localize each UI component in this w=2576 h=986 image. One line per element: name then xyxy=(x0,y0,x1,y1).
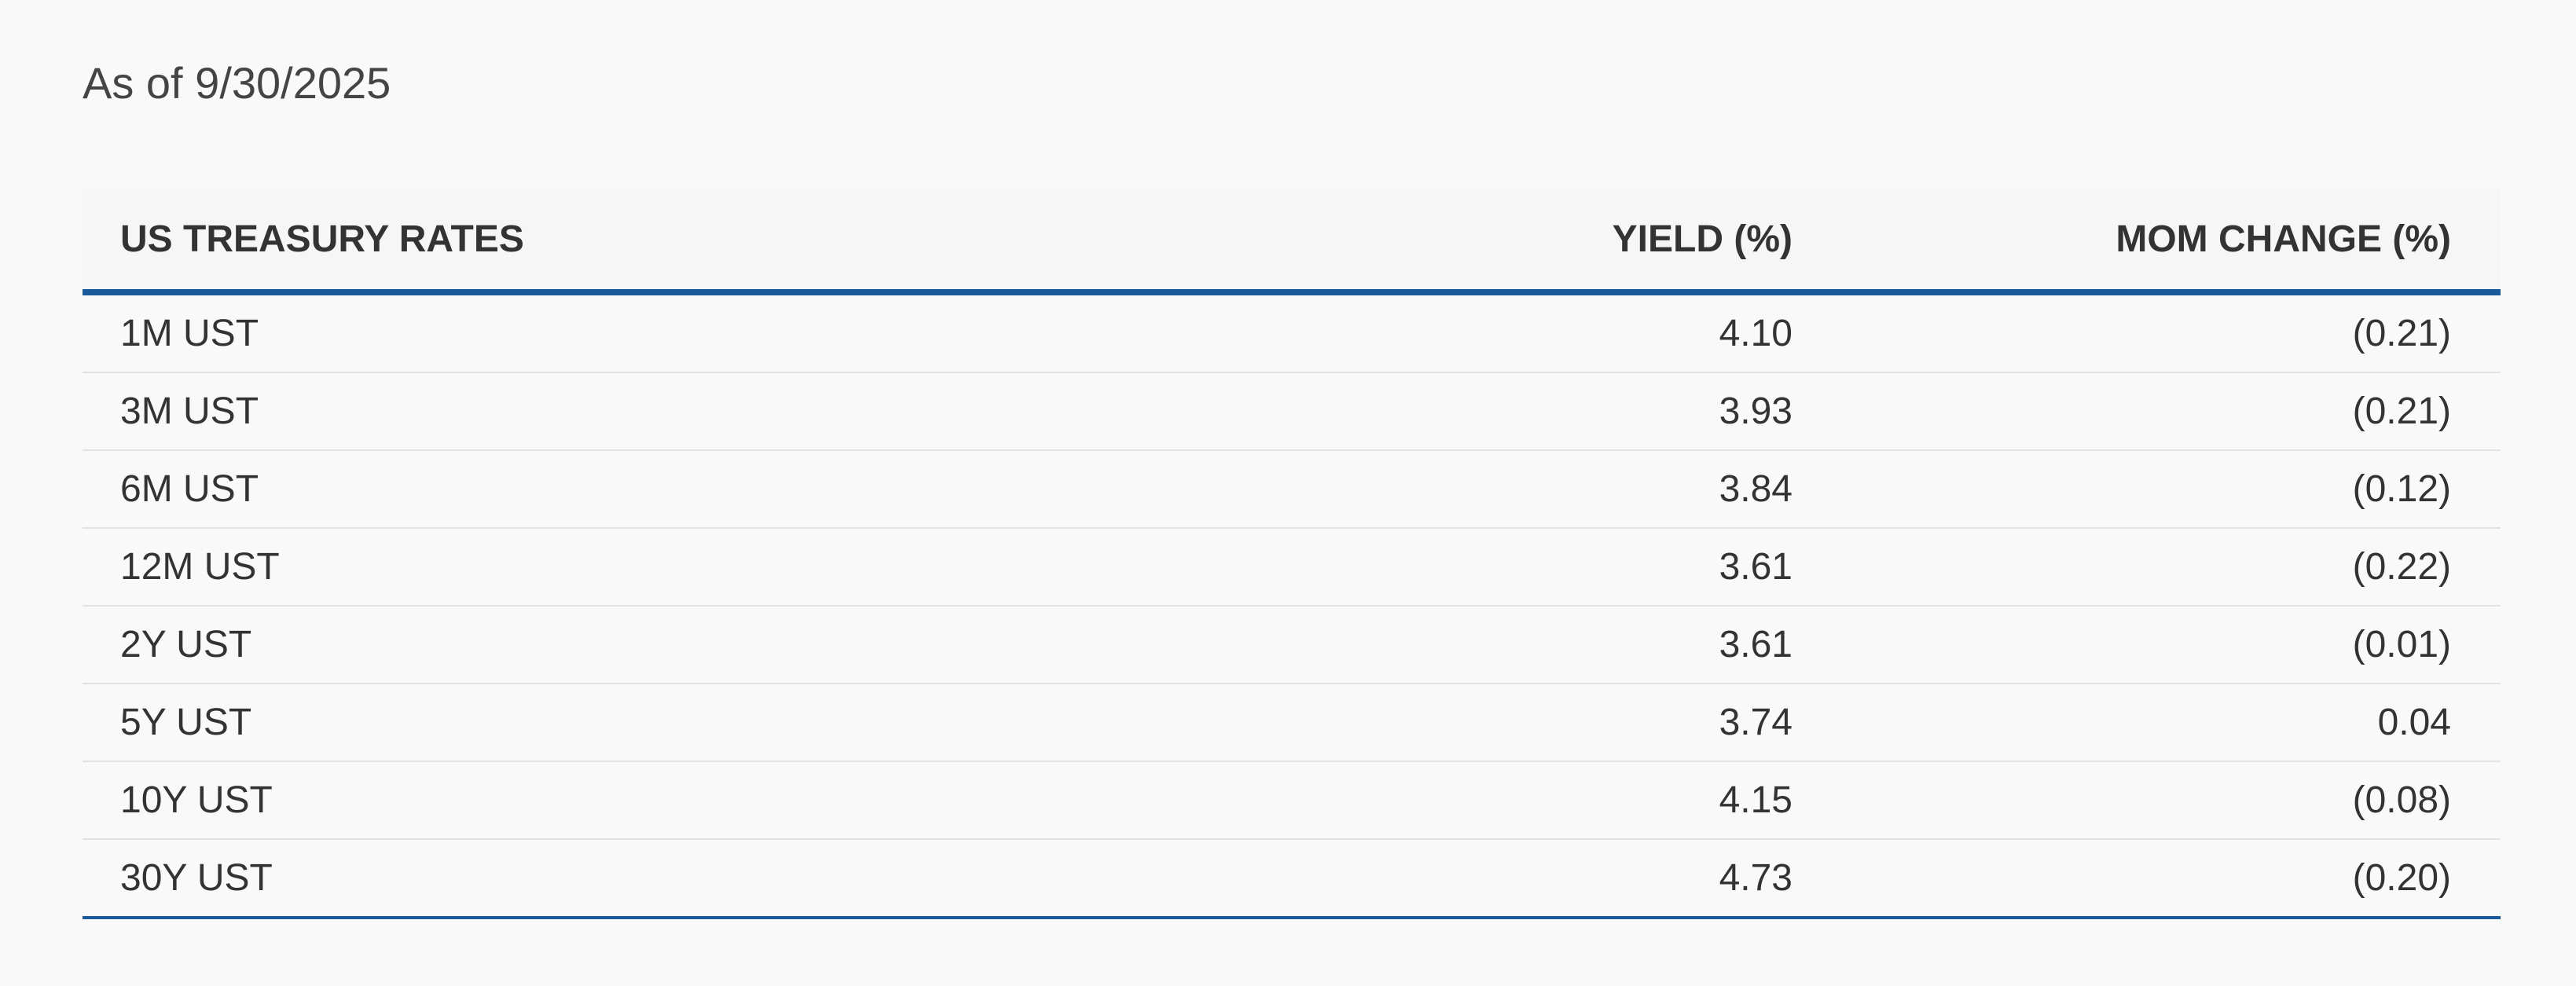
table-row: 6M UST 3.84 (0.12) xyxy=(83,451,2501,529)
column-header: YIELD (%) xyxy=(1612,218,1793,260)
rate-name: 12M UST xyxy=(120,546,280,588)
column-header: US TREASURY RATES xyxy=(120,218,524,260)
mom-change-value: (0.22) xyxy=(2352,546,2451,588)
rates-table: US TREASURY RATES YIELD (%) MOM CHANGE (… xyxy=(83,189,2501,919)
yield-value: 3.61 xyxy=(1719,546,1793,588)
mom-change-value: (0.20) xyxy=(2352,857,2451,899)
yield-value: 3.61 xyxy=(1719,624,1793,665)
table-row: 12M UST 3.61 (0.22) xyxy=(83,529,2501,607)
mom-change-value: (0.21) xyxy=(2352,390,2451,432)
rate-name: 3M UST xyxy=(120,390,259,432)
mom-change-value: (0.12) xyxy=(2352,468,2451,510)
table-row: 30Y UST 4.73 (0.20) xyxy=(83,840,2501,919)
column-header: MOM CHANGE (%) xyxy=(2115,218,2451,260)
mom-change-value: (0.21) xyxy=(2352,313,2451,354)
table-row: 2Y UST 3.61 (0.01) xyxy=(83,607,2501,684)
rate-name: 5Y UST xyxy=(120,702,252,743)
rate-name: 6M UST xyxy=(120,468,259,510)
rate-name: 10Y UST xyxy=(120,779,273,821)
yield-value: 4.15 xyxy=(1719,779,1793,821)
as-of-date: As of 9/30/2025 xyxy=(83,58,391,108)
mom-change-value: (0.08) xyxy=(2352,779,2451,821)
yield-value: 3.84 xyxy=(1719,468,1793,510)
table-row: 10Y UST 4.15 (0.08) xyxy=(83,762,2501,840)
mom-change-value: (0.01) xyxy=(2352,624,2451,665)
yield-value: 4.73 xyxy=(1719,857,1793,899)
rate-name: 1M UST xyxy=(120,313,259,354)
table-header: US TREASURY RATES YIELD (%) MOM CHANGE (… xyxy=(83,189,2501,295)
table-row: 1M UST 4.10 (0.21) xyxy=(83,295,2501,373)
rate-name: 2Y UST xyxy=(120,624,252,665)
rate-name: 30Y UST xyxy=(120,857,273,899)
yield-value: 3.74 xyxy=(1719,702,1793,743)
yield-value: 4.10 xyxy=(1719,313,1793,354)
table-row: 5Y UST 3.74 0.04 xyxy=(83,684,2501,762)
table-row: 3M UST 3.93 (0.21) xyxy=(83,373,2501,451)
mom-change-value: 0.04 xyxy=(2377,702,2451,743)
yield-value: 3.93 xyxy=(1719,390,1793,432)
